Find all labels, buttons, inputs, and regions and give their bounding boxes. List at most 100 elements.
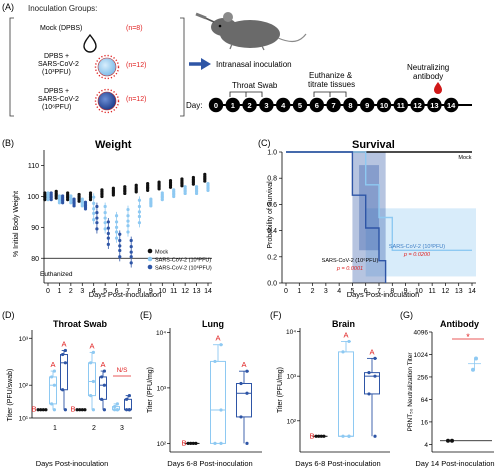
throat-x-tick-label: 1: [53, 425, 57, 432]
panel-d: (D) Throat Swab 10¹ 10² 10³ B A A B A A 1 2 3 N/S Ti…: [2, 310, 132, 468]
lung-point: [239, 381, 243, 386]
ci-band-high-inner: [359, 165, 379, 251]
brain-point: [367, 371, 371, 375]
throat-point: [113, 408, 117, 412]
throat-ylabel: Titer (PFU/swab): [7, 369, 14, 422]
weight-point: [46, 191, 50, 195]
droplet-icon: [83, 33, 97, 53]
timeline-day-marker: [208, 97, 224, 113]
brain-point: [373, 356, 377, 361]
timeline-day-marker: [360, 97, 375, 113]
weight-point: [92, 217, 96, 222]
timeline-day-text: 11: [397, 101, 405, 110]
weight-point: [103, 227, 107, 231]
weight-point: [61, 194, 65, 198]
weight-point: [183, 185, 187, 189]
weight-point: [126, 214, 130, 218]
lung-y-tick-label: 10³: [157, 385, 167, 392]
neutralizing-line2: antibody: [413, 72, 443, 81]
low-pvalue: p = 0.0200: [403, 252, 431, 258]
weight-title: Weight: [95, 139, 132, 151]
panel-c-label: (C): [258, 138, 271, 148]
panel-d-label: (D): [2, 310, 15, 320]
weight-point: [137, 198, 142, 202]
throat-point: [102, 408, 106, 412]
throat-box: [60, 354, 68, 391]
throat-point: [115, 402, 119, 406]
weight-xlabel: Days Post-inoculation: [89, 290, 162, 299]
weight-x-tick-label: 1: [57, 288, 61, 295]
lung-box: [210, 360, 226, 444]
group-low-line3: (10³PFU): [42, 69, 71, 76]
throat-swab-label: Throat Swab: [232, 81, 278, 90]
throat-point: [61, 388, 65, 392]
survival-x-tick-label: 2: [311, 288, 315, 295]
panel-a-label: (A): [2, 2, 14, 12]
throat-y-tick-label: 10¹: [19, 416, 29, 423]
weight-point: [157, 180, 161, 184]
weight-point: [54, 189, 58, 193]
survival-x-tick-label: 4: [337, 288, 341, 295]
group-high-n: (n=12): [126, 96, 146, 103]
weight-ylabel: % Initial Body Weight: [13, 191, 20, 257]
lung-letter: A: [241, 360, 246, 369]
panel-f-label: (F): [270, 310, 282, 320]
legend-label: SARS-CoV-2 (10⁶PFU): [155, 264, 212, 271]
legend-marker: [147, 248, 153, 254]
survival-x-tick-label: 9: [404, 288, 408, 295]
panel-g-label: (G): [400, 310, 413, 320]
weight-point: [80, 197, 84, 201]
throat-point: [89, 361, 93, 365]
antibody-xlabel: Day 14 Post-inoculation: [415, 459, 494, 468]
survival-y-tick-label: 1.0: [267, 150, 277, 157]
throat-point: [61, 352, 65, 357]
weight-x-tick-label: 7: [126, 288, 130, 295]
weight-point: [114, 230, 119, 234]
timeline-day-text: 1: [231, 101, 235, 110]
group-low-n: (n=12): [126, 62, 146, 69]
weight-point: [69, 194, 73, 198]
mock-annotation: Mock: [458, 155, 471, 161]
timeline-days: 0 1 2 3 4 5 6 7 8 9 10 11 12 13 14: [208, 97, 459, 113]
throat-point: [125, 408, 129, 412]
weight-point: [118, 255, 122, 259]
panel-f: (F) Brain 10² 10³ 10⁴ B A A Titer (PFU/mg) Da…: [270, 310, 390, 468]
throat-y-tick-label: 10³: [19, 336, 29, 343]
timeline-day-marker: [309, 97, 324, 113]
weight-point: [126, 230, 130, 234]
survival-plot: 0.00.20.40.60.81.00 1 2 3 4 5 6 7 8 9 10 11 12 13 14: [267, 150, 476, 295]
throat-point: [127, 408, 131, 412]
weight-y-tick-label: 100: [27, 194, 39, 201]
timeline-day-text: 3: [264, 101, 268, 110]
weight-x-tick-label: 11: [170, 288, 177, 295]
blood-drop-icon: [434, 82, 442, 94]
lung-point: [245, 369, 249, 373]
throat-y-tick-label: 10²: [19, 383, 29, 390]
weight-point: [100, 188, 104, 192]
survival-y-tick-label: 0.0: [267, 281, 277, 288]
timeline-day-marker: [242, 97, 257, 113]
weight-x-tick-label: 8: [137, 288, 141, 295]
ci-band-low: [365, 208, 476, 277]
lung-letter: A: [215, 334, 220, 343]
weight-point: [92, 195, 96, 199]
survival-x-tick-label: 5: [350, 288, 354, 295]
lung-point: [194, 441, 198, 446]
throat-letter: A: [89, 341, 94, 350]
weight-point: [88, 191, 93, 195]
antibody-y-tick-label: 4096: [414, 330, 429, 337]
groups-title: Inoculation Groups:: [28, 4, 97, 13]
weight-point: [95, 211, 99, 215]
weight-point: [126, 224, 130, 228]
lung-point: [186, 441, 190, 446]
brain-box: [364, 372, 380, 395]
group-low-line1: DPBS +: [44, 53, 69, 60]
groups-bracket-right: [180, 17, 185, 117]
weight-point: [123, 185, 127, 189]
throat-swab-bracket: [229, 91, 263, 97]
high-pvalue: p = 0.0001: [336, 266, 363, 272]
lung-point: [213, 441, 217, 446]
lung-point: [219, 343, 223, 347]
mouse-icon: [195, 12, 307, 51]
